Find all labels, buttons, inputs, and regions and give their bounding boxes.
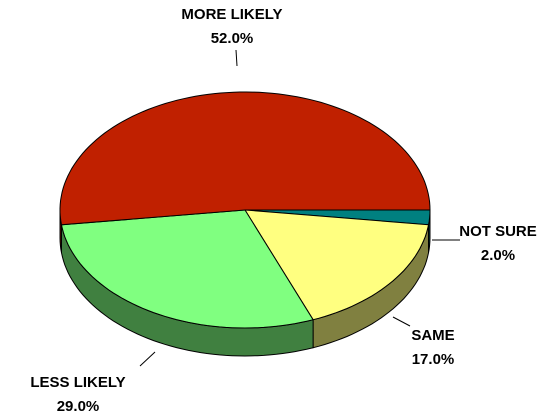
leader-line	[392, 316, 411, 327]
slice-label: NOT SURE	[459, 223, 537, 240]
slice-value-label: 17.0%	[412, 351, 455, 368]
leader-line	[139, 351, 156, 367]
pie-slice	[244, 209, 430, 321]
slice-label: SAME	[411, 327, 454, 344]
pie-slice	[59, 91, 431, 226]
slice-value-label: 29.0%	[57, 398, 100, 414]
slice-label: MORE LIKELY	[181, 6, 282, 23]
slice-value-label: 52.0%	[211, 30, 254, 47]
slice-label: LESS LIKELY	[30, 374, 125, 391]
pie-slice	[60, 209, 314, 329]
slice-value-label: 2.0%	[481, 247, 515, 264]
leader-line	[235, 49, 238, 67]
